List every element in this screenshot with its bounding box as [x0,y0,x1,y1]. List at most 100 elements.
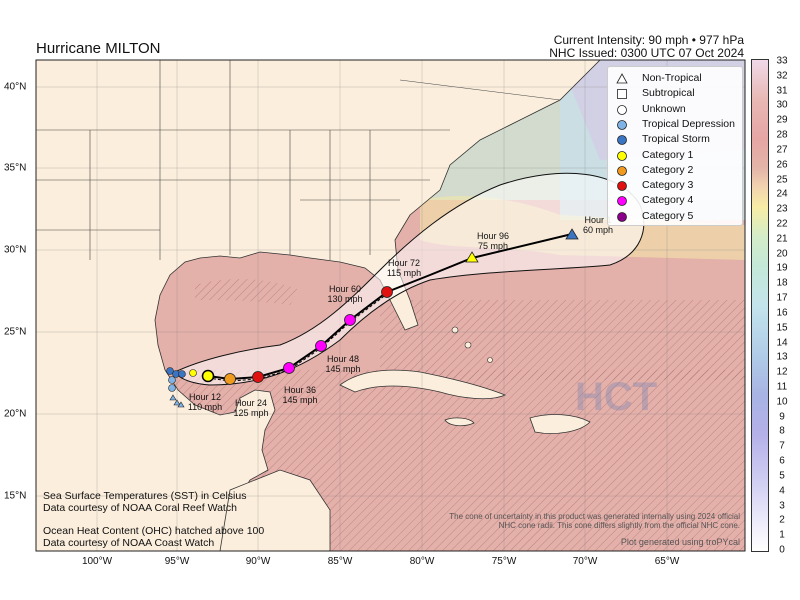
colorbar-tick-label: 0 [779,544,785,556]
label-hour-60: Hour 60 130 mph [327,284,362,304]
label-hour-72: Hour 72 115 mph [387,258,421,278]
colorbar-tick-label: 28 [776,129,788,141]
colorbar-tick-label: 24 [776,188,788,200]
colorbar-tick-label: 6 [779,455,785,467]
cone-credit-line2: NHC cone radii. This cone differs slight… [498,521,740,530]
colorbar-tick-label: 1 [779,529,785,541]
colorbar-tick-label: 16 [776,307,788,319]
latitude-tick-label: 20°N [4,408,27,420]
legend-marker-icon [617,104,627,115]
label-hour-48: Hour 48 145 mph [325,354,360,374]
colorbar-tick-label: 23 [776,203,788,215]
colorbar-tick-label: 32 [776,70,788,82]
colorbar-tick-label: 15 [776,322,788,334]
colorbar-tick-label: 17 [776,292,788,304]
sst-note-line2: Data courtesy of NOAA Coral Reef Watch [43,502,237,514]
latitude-tick-label: 40°N [4,81,27,93]
colorbar-tick-label: 14 [776,337,788,349]
colorbar-tick-label: 20 [776,248,788,260]
storm-legend: Non-Tropical Subtropical Unknown Tropical D… [607,66,743,226]
colorbar-tick-label: 31 [776,85,788,97]
legend-marker-icon [617,150,627,161]
forecast-point-96 [465,251,479,263]
legend-marker-icon [617,135,627,146]
colorbar-tick-label: 21 [776,233,788,245]
forecast-point-72 [381,286,393,298]
forecast-point-current [201,369,215,383]
label-hour-12: Hour 12 110 mph [188,392,222,412]
sst-note: Sea Surface Temperatures (SST) in Celsiu… [43,490,246,514]
legend-marker-icon [617,196,627,207]
watermark-text: HCT [575,375,657,419]
sst-colorbar [751,59,769,552]
forecast-point-60 [344,314,356,326]
ohc-note: Ocean Heat Content (OHC) hatched above 1… [43,525,264,549]
cone-credit: The cone of uncertainty in this product … [449,512,740,530]
legend-label: Non-Tropical [642,72,702,84]
colorbar-tick-label: 12 [776,366,788,378]
longitude-tick-label: 95°W [164,556,190,567]
cone-credit-line1: The cone of uncertainty in this product … [449,512,740,521]
legend-label: Category 1 [642,148,694,161]
forecast-point-120 [565,228,579,240]
ohc-note-line1: Ocean Heat Content (OHC) hatched above 1… [43,525,265,537]
colorbar-tick-label: 5 [779,470,785,482]
nhc-issued: NHC Issued: 0300 UTC 07 Oct 2024 [549,46,744,60]
legend-label: Category 4 [642,194,694,207]
longitude-tick-label: 65°W [654,556,680,567]
latitude-tick-label: 15°N [4,490,27,502]
label-hour-36: Hour 36 145 mph [282,385,317,405]
forecast-point-48 [315,340,327,352]
colorbar-tick-label: 13 [776,351,788,363]
map-title: Hurricane MILTON [36,40,161,57]
colorbar-tick-label: 30 [776,99,788,111]
latitude-tick-label: 35°N [4,162,27,174]
colorbar-tick-label: 25 [776,174,788,186]
colorbar-tick-label: 3 [779,500,785,512]
legend-label: Tropical Storm [642,133,710,146]
current-intensity: Current Intensity: 90 mph • 977 hPa [553,33,744,47]
ohc-note-line2: Data courtesy of NOAA Coast Watch [43,537,215,549]
longitude-tick-label: 100°W [81,556,113,567]
legend-marker-icon [617,211,627,222]
colorbar-tick-label: 11 [776,381,788,393]
colorbar-tick-label: 26 [776,159,788,171]
legend-label: Unknown [642,102,686,115]
colorbar-tick-label: 33 [776,55,788,67]
colorbar-tick-label: 19 [776,262,788,274]
forecast-point-24 [252,371,264,383]
colorbar-tick-label: 4 [779,485,785,497]
plot-credit: Plot generated using troPYcal [620,537,740,547]
longitude-tick-label: 75°W [491,556,517,567]
legend-marker-icon [617,119,627,130]
forecast-point-12 [224,373,236,385]
colorbar-tick-label: 8 [779,425,785,437]
legend-label: Category 5 [642,209,694,222]
legend-marker-icon [617,89,627,100]
legend-label: Tropical Depression [642,117,735,130]
sst-note-line1: Sea Surface Temperatures (SST) in Celsiu… [43,490,247,502]
cone-of-uncertainty [174,172,645,386]
colorbar-tick-label: 27 [776,144,788,156]
longitude-tick-label: 90°W [245,556,271,567]
legend-label: Subtropical [642,87,695,100]
colorbar-tick-label: 7 [779,440,785,452]
forecast-point-36 [283,362,295,374]
colorbar-tick-label: 10 [776,396,788,408]
legend-marker-icon [617,181,627,191]
legend-label: Category 3 [642,179,694,192]
cuba-land [339,369,507,400]
legend-marker-icon [616,73,628,84]
latitude-tick-label: 30°N [4,244,27,256]
latitude-tick-label: 25°N [4,326,27,338]
colorbar-tick-label: 18 [776,277,788,289]
colorbar-tick-label: 22 [776,218,788,230]
longitude-tick-label: 70°W [572,556,598,567]
longitude-tick-label: 85°W [327,556,353,567]
longitude-tick-label: 80°W [409,556,435,567]
label-hour-96: Hour 96 75 mph [477,231,509,251]
colorbar-tick-label: 29 [776,114,788,126]
label-hour-1: Hour 1 60 mph [583,215,613,235]
colorbar-tick-label: 9 [779,411,785,423]
legend-marker-icon [617,165,627,176]
